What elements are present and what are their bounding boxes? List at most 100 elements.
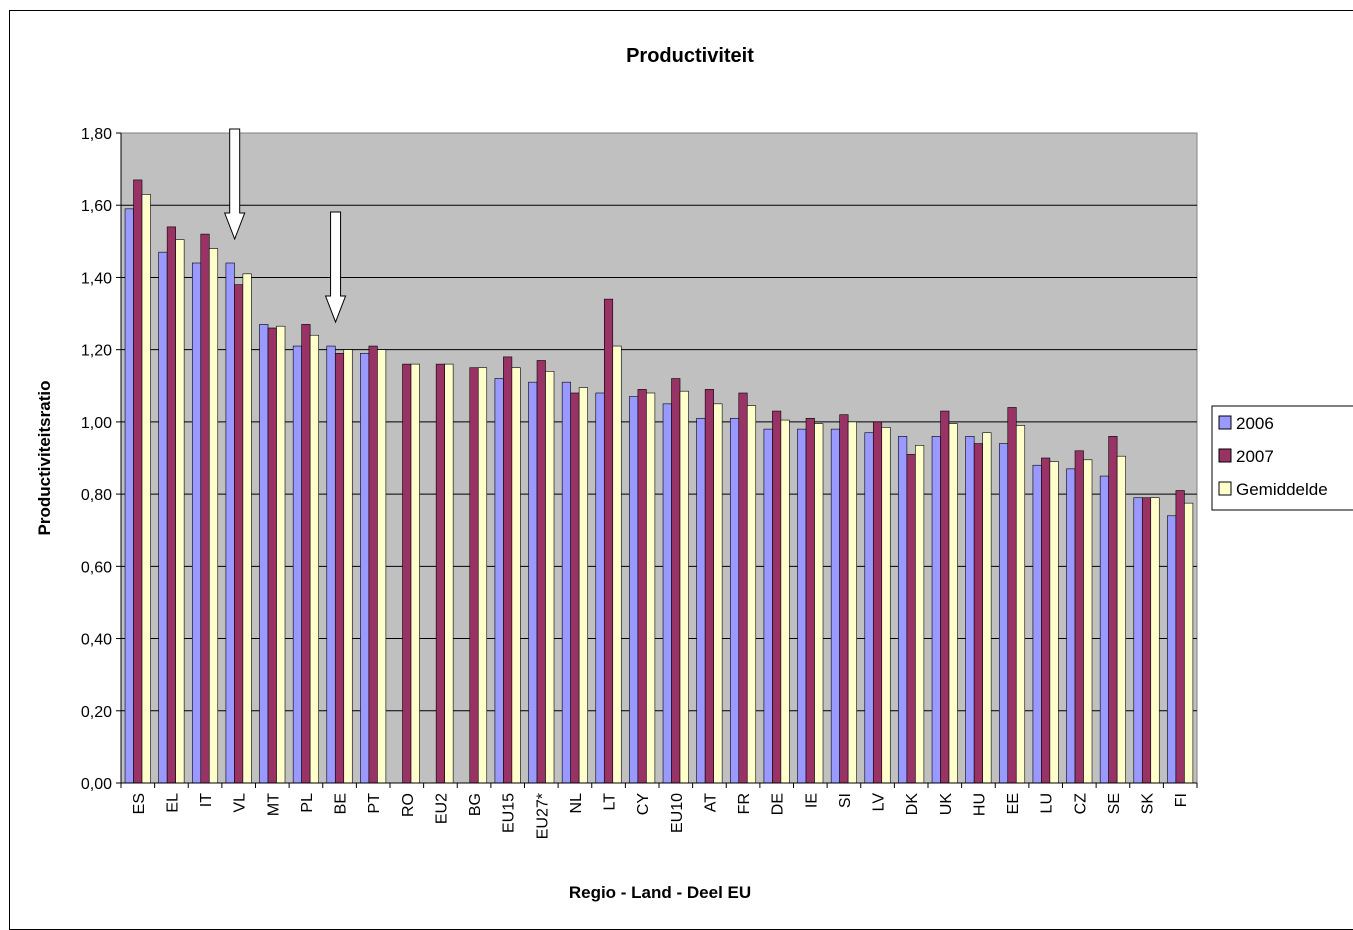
bar-2006-fr (729, 417, 740, 784)
y-tick-label: 1,80 (81, 126, 112, 143)
bar-2007-sk (1141, 497, 1152, 784)
bar-2006-mt (259, 324, 269, 784)
y-tick-label: 0,00 (81, 776, 112, 793)
x-tick-label: VL (232, 793, 249, 813)
bar-2007-lt (603, 298, 614, 784)
bar-2006-hu (965, 436, 975, 784)
x-tick-label: IT (198, 793, 215, 807)
legend: 2006 2007 Gemiddelde (1211, 405, 1353, 511)
y-tick-label: 1,40 (81, 270, 112, 287)
bar-gemiddelde-el (175, 239, 185, 784)
x-tick-label: FR (736, 793, 753, 814)
bar-gemiddelde-it (208, 248, 219, 784)
y-axis-title: Productiviteitsratio (35, 381, 54, 536)
x-tick-label: ES (131, 793, 148, 814)
x-tick-label: EU15 (501, 793, 518, 833)
bar-2007-bg (469, 367, 479, 784)
y-tick-label: 0,40 (81, 632, 112, 649)
bar-2007-cz (1074, 450, 1084, 784)
bar-gemiddelde-es (141, 194, 151, 784)
bar-gemiddelde-se (1116, 455, 1126, 784)
x-tick-label: LU (1039, 793, 1056, 813)
legend-swatch-2007 (1218, 448, 1232, 463)
x-tick-label: EL (164, 793, 181, 813)
x-tick-label: PL (299, 793, 316, 813)
bar-gemiddelde-eu27star (545, 371, 555, 784)
bar-gemiddelde-fr (746, 405, 757, 784)
bar-gemiddelde-mt (276, 325, 286, 784)
axes (116, 132, 1198, 788)
x-tick-label: HU (971, 793, 988, 816)
x-tick-label: EU2 (433, 793, 450, 824)
y-tick-label: 1,20 (81, 343, 112, 360)
bar-2006-uk (931, 436, 941, 784)
bar-2006-sk (1133, 497, 1143, 784)
bar-gemiddelde-vl (242, 273, 252, 784)
bar-2007-el (166, 226, 176, 784)
bar-gemiddelde-ie (814, 423, 824, 784)
bar-2006-pt (360, 352, 370, 784)
bar-2007-eu10 (671, 378, 681, 784)
x-tick-label: DK (904, 793, 921, 816)
chart-title: Productiviteit (626, 45, 754, 67)
x-tick-label: AT (702, 793, 719, 812)
bar-2007-eu2 (435, 363, 445, 784)
down-arrow-vl (223, 128, 246, 241)
bar-2006-de (763, 428, 773, 784)
x-tick-label: EU27* (534, 793, 551, 839)
bar-gemiddelde-sk (1150, 497, 1160, 784)
bar-gemiddelde-lv (881, 427, 891, 784)
bar-gemiddelde-cz (1083, 459, 1093, 784)
bar-2006-pl (292, 345, 302, 784)
bar-2007-cy (637, 389, 647, 784)
bar-gemiddelde-fi (1184, 502, 1194, 784)
bar-2007-es (133, 179, 143, 784)
bar-2006-vl (225, 262, 235, 784)
y-tick-label: 0,80 (81, 487, 112, 504)
x-axis-title: Regio - Land - Deel EU (569, 883, 751, 902)
bar-gemiddelde-pl (309, 334, 319, 784)
bar-2007-uk (940, 410, 950, 784)
bar-2007-pl (301, 324, 311, 784)
bar-2006-cy (629, 396, 639, 784)
x-tick-label: CZ (1072, 793, 1089, 815)
x-tick-labels: ES EL IT VL MT PL BE PT RO EU2 BG EU15 EU27* NL LT CY EU… (131, 793, 1190, 840)
bar-gemiddelde-uk (948, 423, 958, 784)
bar-2007-at (704, 389, 714, 784)
x-tick-label: BG (467, 793, 484, 816)
x-tick-label: DE (770, 793, 787, 815)
bar-gemiddelde-eu10 (679, 390, 689, 784)
y-tick-label: 1,00 (81, 415, 112, 432)
x-tick-label: SK (1140, 793, 1157, 815)
bar-2007-mt (267, 327, 277, 784)
bar-2006-cz (1066, 468, 1076, 784)
bar-gemiddelde-lt (612, 345, 622, 784)
bar-2007-pt (368, 345, 378, 784)
y-tick-labels: 0,00 0,20 0,40 0,60 0,80 1,00 1,20 1,40 1,60 1,80 (81, 126, 112, 793)
bar-2007-dk (906, 454, 916, 784)
bar-2006-el (158, 251, 168, 784)
bar-2007-fi (1175, 490, 1185, 784)
x-tick-label: FI (1173, 793, 1190, 807)
bar-2006-lu (1032, 464, 1042, 784)
legend-swatch-2006 (1218, 415, 1232, 430)
bar-gemiddelde-ee (1015, 425, 1026, 784)
bar-2007-ro (402, 363, 412, 784)
bar-2007-eu15 (503, 356, 513, 784)
bar-2007-ee (1007, 407, 1017, 784)
bar-gemiddelde-dk (915, 445, 925, 784)
bar-gemiddelde-eu15 (511, 367, 521, 784)
bar-2007-nl (570, 392, 580, 784)
x-tick-label: SE (1106, 793, 1123, 814)
bar-2006-it (191, 262, 202, 784)
bar-2006-lt (595, 392, 605, 784)
bar-2006-lv (864, 432, 874, 784)
bar-2007-ie (805, 417, 815, 784)
y-tick-label: 1,60 (81, 198, 112, 215)
bar-2007-se (1108, 436, 1118, 784)
bar-2006-nl (561, 381, 571, 784)
legend-label-2007: 2007 (1236, 447, 1274, 466)
legend-swatch-gemiddelde (1218, 481, 1232, 496)
legend-box (1211, 405, 1353, 511)
